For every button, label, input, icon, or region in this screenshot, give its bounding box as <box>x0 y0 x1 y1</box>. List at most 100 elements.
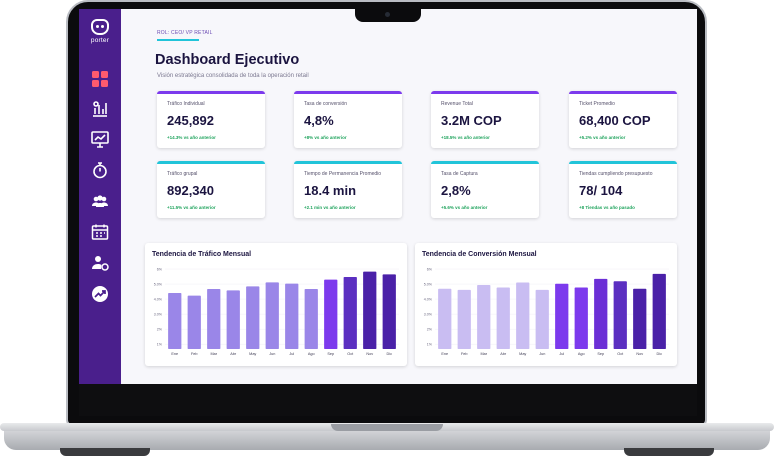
chart-bar[interactable] <box>226 290 240 349</box>
app-logo[interactable]: porter <box>87 19 113 44</box>
chart-bar[interactable] <box>613 281 627 349</box>
camera-icon <box>385 12 390 17</box>
breadcrumb[interactable]: ROL: CEO/ VP RETAIL <box>157 30 213 36</box>
chart-bar[interactable] <box>382 274 396 349</box>
kpi-value: 68,400 COP <box>579 113 651 128</box>
chart-bar[interactable] <box>265 282 279 349</box>
chart-bar[interactable] <box>324 279 338 349</box>
x-tick-label: Ene <box>171 352 178 356</box>
x-tick-label: Jul <box>559 352 564 356</box>
calendar-icon[interactable] <box>90 222 110 242</box>
y-tick-label: 3.0% <box>424 313 433 317</box>
chart-bar[interactable] <box>187 295 201 349</box>
x-tick-label: Abr <box>230 352 237 356</box>
chart-bar[interactable] <box>343 277 357 349</box>
laptop-thumb-notch <box>331 424 443 431</box>
monitor-chart-icon[interactable] <box>90 129 110 149</box>
x-tick-label: Ago <box>308 352 315 356</box>
app-screen: porter ROL: CEO/ VP RETAIL Dashboard Eje… <box>79 9 697 384</box>
chart-bar[interactable] <box>438 288 452 349</box>
kpi-value: 4,8% <box>304 113 334 128</box>
kpi-card[interactable]: Tiempo de Permanencia Promedio 18.4 min … <box>294 161 402 218</box>
chart-bar[interactable] <box>304 289 318 349</box>
kpi-label: Tasa de conversión <box>304 101 348 107</box>
kpi-delta: +14.3% vs año anterior <box>167 135 216 140</box>
camera-notch <box>355 8 421 22</box>
stopwatch-icon[interactable] <box>90 160 110 180</box>
traffic-bar-chart: 6% 5.0% 4.0% 3.0% 2% 1% Ene Feb Mar Abr May Jun Jul A… <box>154 268 399 356</box>
chart-bar[interactable] <box>555 283 569 349</box>
card-accent-bar <box>157 161 265 164</box>
chart-bar[interactable] <box>652 273 666 349</box>
x-tick-label: May <box>249 352 256 356</box>
x-tick-label: Sep <box>327 352 334 356</box>
chart-bar[interactable] <box>496 287 510 349</box>
x-tick-label: Jun <box>539 352 545 356</box>
laptop-base <box>4 428 770 450</box>
kpi-card[interactable]: Tráfico Individual 245,892 +14.3% vs año… <box>157 91 265 148</box>
breadcrumb-underline <box>157 39 199 41</box>
card-accent-bar <box>569 161 677 164</box>
logo-text: porter <box>90 37 110 44</box>
card-accent-bar <box>431 91 539 94</box>
kpi-label: Tráfico grupal <box>167 171 198 177</box>
card-accent-bar <box>157 91 265 94</box>
y-tick-label: 5.0% <box>424 283 433 287</box>
kpi-card[interactable]: Revenue Total 3.2M COP +18.5% vs año ant… <box>431 91 539 148</box>
kpi-value: 245,892 <box>167 113 214 128</box>
chart-bar[interactable] <box>246 286 260 349</box>
x-tick-label: Dic <box>657 352 663 356</box>
y-tick-label: 6% <box>427 268 433 272</box>
chart-bar[interactable] <box>168 293 182 349</box>
chart-bar[interactable] <box>285 283 299 349</box>
chart-bar[interactable] <box>457 289 471 349</box>
kpi-card[interactable]: Tasa de conversión 4,8% +8% vs año anter… <box>294 91 402 148</box>
kpi-value: 18.4 min <box>304 183 357 198</box>
chart-title: Tendencia de Conversión Mensual <box>422 251 537 258</box>
kpi-delta: +18.5% vs año anterior <box>441 135 490 140</box>
chart-bar[interactable] <box>574 287 588 349</box>
card-accent-bar <box>569 91 677 94</box>
trend-up-icon[interactable] <box>90 284 110 304</box>
chart-bar[interactable] <box>516 282 530 349</box>
chart-bar[interactable] <box>594 278 608 349</box>
grid-icon[interactable] <box>90 69 110 89</box>
page-title: Dashboard Ejecutivo <box>155 52 300 68</box>
x-tick-label: Mar <box>210 352 217 356</box>
kpi-delta: +8% vs año anterior <box>304 135 347 140</box>
chart-bar[interactable] <box>633 288 647 349</box>
users-group-icon[interactable] <box>90 191 110 211</box>
kpi-delta: +5.2% vs año anterior <box>579 135 626 140</box>
kpi-value: 2,8% <box>441 183 471 198</box>
kpi-card[interactable]: Tiendas cumpliendo presupuesto 78/ 104 +… <box>569 161 677 218</box>
kpi-card[interactable]: Tasa de Captura 2,8% +5.6% vs año anteri… <box>431 161 539 218</box>
y-tick-label: 1% <box>157 343 163 347</box>
x-tick-label: Jul <box>289 352 294 356</box>
y-tick-label: 2% <box>157 328 163 332</box>
conversion-bar-chart: 6% 5.0% 4.0% 3.0% 2% 1% Ene Feb Mar Abr May Jun Jul A… <box>424 268 669 356</box>
x-tick-label: Mar <box>480 352 487 356</box>
x-tick-label: Jun <box>269 352 275 356</box>
kpi-card[interactable]: Ticket Promedio 68,400 COP +5.2% vs año … <box>569 91 677 148</box>
chart-bar[interactable] <box>535 289 549 349</box>
traffic-chart-panel: Tendencia de Tráfico Mensual 6% 5.0% 4.0% 3… <box>145 243 407 366</box>
page-subtitle: Visión estratégica consolidada de toda l… <box>157 73 309 79</box>
kpi-card[interactable]: Tráfico grupal 892,340 +11.5% vs año ant… <box>157 161 265 218</box>
chart-title: Tendencia de Tráfico Mensual <box>152 251 252 258</box>
chart-bar[interactable] <box>207 289 221 349</box>
laptop-foot-left <box>60 448 150 456</box>
kpi-label: Tiempo de Permanencia Promedio <box>304 171 382 177</box>
x-tick-label: Oct <box>347 352 354 356</box>
kpi-delta: +5.6% vs año anterior <box>441 205 488 210</box>
y-tick-label: 6% <box>157 268 163 272</box>
x-tick-label: Feb <box>191 352 198 356</box>
kpi-delta: +8 Tiendas vs año pasado <box>579 205 635 210</box>
bar-chart-icon[interactable] <box>90 99 110 119</box>
user-settings-icon[interactable] <box>90 253 110 273</box>
chart-bar[interactable] <box>363 271 377 349</box>
kpi-value: 78/ 104 <box>579 183 623 198</box>
chart-bar[interactable] <box>477 285 491 349</box>
x-tick-label: Sep <box>597 352 604 356</box>
kpi-label: Revenue Total <box>441 101 473 107</box>
x-tick-label: Oct <box>617 352 624 356</box>
